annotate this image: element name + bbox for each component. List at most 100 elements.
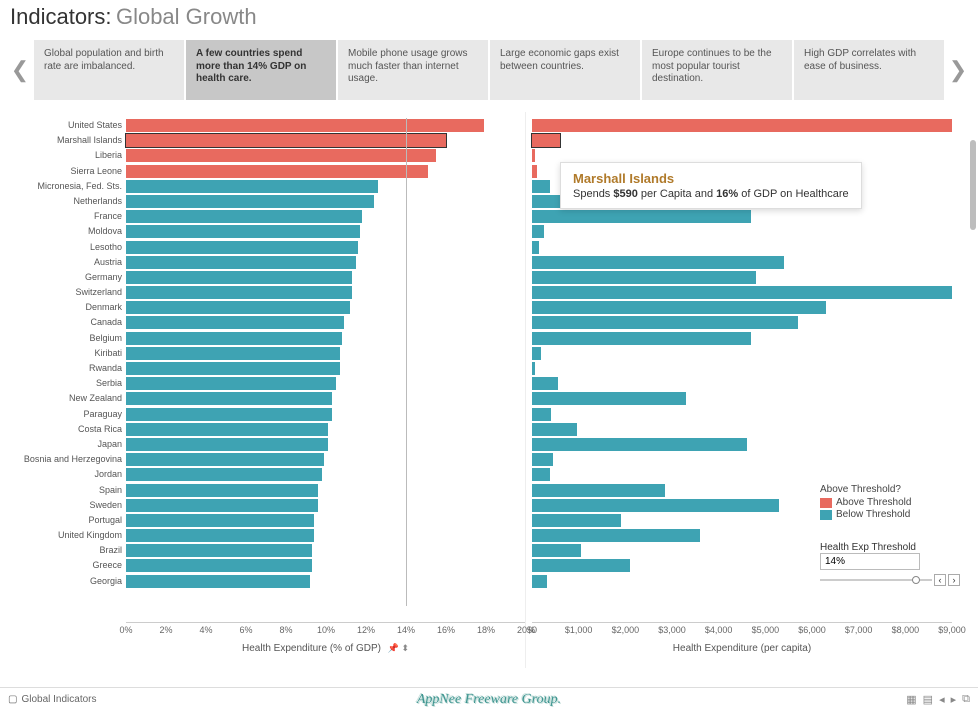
bar-pct-gdp[interactable] <box>126 332 342 345</box>
bar-pct-gdp[interactable] <box>126 499 318 512</box>
bar-per-capita[interactable] <box>532 362 535 375</box>
bar-per-capita[interactable] <box>532 544 581 557</box>
bar-per-capita[interactable] <box>532 165 537 178</box>
sort-pin-icon[interactable]: 📌 ⬍ <box>388 643 409 653</box>
bar-pct-gdp[interactable] <box>126 316 344 329</box>
row-label: Brazil <box>6 543 126 558</box>
story-tab[interactable]: Global population and birth rate are imb… <box>34 40 184 100</box>
row-label: Kiribati <box>6 346 126 361</box>
bar-per-capita[interactable] <box>532 559 630 572</box>
row-label: Paraguay <box>6 407 126 422</box>
story-prev-arrow[interactable]: ❮ <box>8 57 32 83</box>
sheet-tab[interactable]: Global Indicators <box>8 694 97 705</box>
story-tab[interactable]: Large economic gaps exist between countr… <box>490 40 640 100</box>
threshold-slider[interactable]: ‹ › <box>820 574 960 586</box>
story-tab[interactable]: High GDP correlates with ease of busines… <box>794 40 944 100</box>
bar-per-capita[interactable] <box>532 225 544 238</box>
bar-pct-gdp[interactable] <box>126 195 374 208</box>
bar-pct-gdp[interactable] <box>126 286 352 299</box>
bar-pct-gdp[interactable] <box>126 438 328 451</box>
bar-pct-gdp[interactable] <box>126 256 356 269</box>
bar-per-capita[interactable] <box>532 134 560 147</box>
bar-per-capita[interactable] <box>532 468 550 481</box>
bar-pct-gdp[interactable] <box>126 165 428 178</box>
bar-pct-gdp[interactable] <box>126 453 324 466</box>
bar-per-capita[interactable] <box>532 484 665 497</box>
story-next-arrow[interactable]: ❯ <box>946 57 970 83</box>
row-label: Japan <box>6 437 126 452</box>
bar-per-capita[interactable] <box>532 119 952 132</box>
bar-per-capita[interactable] <box>532 256 784 269</box>
bar-pct-gdp[interactable] <box>126 119 484 132</box>
bar-pct-gdp[interactable] <box>126 149 436 162</box>
bar-per-capita[interactable] <box>532 514 621 527</box>
bar-per-capita[interactable] <box>532 241 539 254</box>
bar-per-capita[interactable] <box>532 316 798 329</box>
bar-pct-gdp[interactable] <box>126 575 310 588</box>
bar-pct-gdp[interactable] <box>126 468 322 481</box>
row-label: Moldova <box>6 224 126 239</box>
bar-pct-gdp[interactable] <box>126 423 328 436</box>
tooltip-body: Spends $590 per Capita and 16% of GDP on… <box>573 188 849 200</box>
story-tab[interactable]: Europe continues to be the most popular … <box>642 40 792 100</box>
threshold-input[interactable] <box>820 553 920 570</box>
bar-pct-gdp[interactable] <box>126 408 332 421</box>
bar-pct-gdp[interactable] <box>126 484 318 497</box>
bar-per-capita[interactable] <box>532 377 558 390</box>
nav-first-icon[interactable]: ◂ <box>939 693 945 706</box>
bar-pct-gdp[interactable] <box>126 559 312 572</box>
bar-pct-gdp[interactable] <box>126 392 332 405</box>
axis-tick: $8,000 <box>892 625 920 635</box>
bar-per-capita[interactable] <box>532 210 751 223</box>
axis-tick: 16% <box>437 625 455 635</box>
tooltip-title: Marshall Islands <box>573 171 849 186</box>
tooltip: Marshall Islands Spends $590 per Capita … <box>560 162 862 209</box>
slider-thumb[interactable] <box>912 576 920 584</box>
row-label: Marshall Islands <box>6 133 126 148</box>
bar-pct-gdp[interactable] <box>126 210 362 223</box>
bar-per-capita[interactable] <box>532 438 747 451</box>
bar-per-capita[interactable] <box>532 149 535 162</box>
row-label: Bosnia and Herzegovina <box>6 452 126 467</box>
bar-per-capita[interactable] <box>532 575 547 588</box>
slider-increment[interactable]: › <box>948 574 960 586</box>
row-label: United Kingdom <box>6 528 126 543</box>
bar-per-capita[interactable] <box>532 301 826 314</box>
axis-tick: $0 <box>527 625 537 635</box>
bar-pct-gdp[interactable] <box>126 225 360 238</box>
bar-pct-gdp[interactable] <box>126 271 352 284</box>
bar-per-capita[interactable] <box>532 286 952 299</box>
bar-per-capita[interactable] <box>532 423 577 436</box>
story-tab[interactable]: A few countries spend more than 14% GDP … <box>186 40 336 100</box>
bar-pct-gdp[interactable] <box>126 529 314 542</box>
bar-pct-gdp[interactable] <box>126 241 358 254</box>
bar-pct-gdp[interactable] <box>126 514 314 527</box>
bar-per-capita[interactable] <box>532 180 550 193</box>
footer-bar: Global Indicators AppNee Freeware Group.… <box>0 687 978 711</box>
bar-pct-gdp[interactable] <box>126 377 336 390</box>
bar-per-capita[interactable] <box>532 529 700 542</box>
view-list-icon[interactable]: ▤ <box>923 693 933 706</box>
bar-per-capita[interactable] <box>532 332 751 345</box>
bar-per-capita[interactable] <box>532 453 553 466</box>
view-grid-icon[interactable]: ▦ <box>906 693 916 706</box>
bar-per-capita[interactable] <box>532 271 756 284</box>
slider-decrement[interactable]: ‹ <box>934 574 946 586</box>
story-tab[interactable]: Mobile phone usage grows much faster tha… <box>338 40 488 100</box>
bar-pct-gdp[interactable] <box>126 301 350 314</box>
bar-per-capita[interactable] <box>532 347 541 360</box>
bar-per-capita[interactable] <box>532 392 686 405</box>
bar-pct-gdp[interactable] <box>126 134 446 147</box>
presentation-icon[interactable]: ⧉ <box>962 693 970 706</box>
legend-item[interactable]: Below Threshold <box>820 509 960 520</box>
bar-per-capita[interactable] <box>532 408 551 421</box>
bar-per-capita[interactable] <box>532 499 779 512</box>
vertical-scrollbar[interactable] <box>970 140 976 230</box>
nav-last-icon[interactable]: ▸ <box>951 693 957 706</box>
bar-pct-gdp[interactable] <box>126 362 340 375</box>
bar-pct-gdp[interactable] <box>126 347 340 360</box>
bar-pct-gdp[interactable] <box>126 180 378 193</box>
row-label: Spain <box>6 483 126 498</box>
legend-item[interactable]: Above Threshold <box>820 497 960 508</box>
bar-pct-gdp[interactable] <box>126 544 312 557</box>
